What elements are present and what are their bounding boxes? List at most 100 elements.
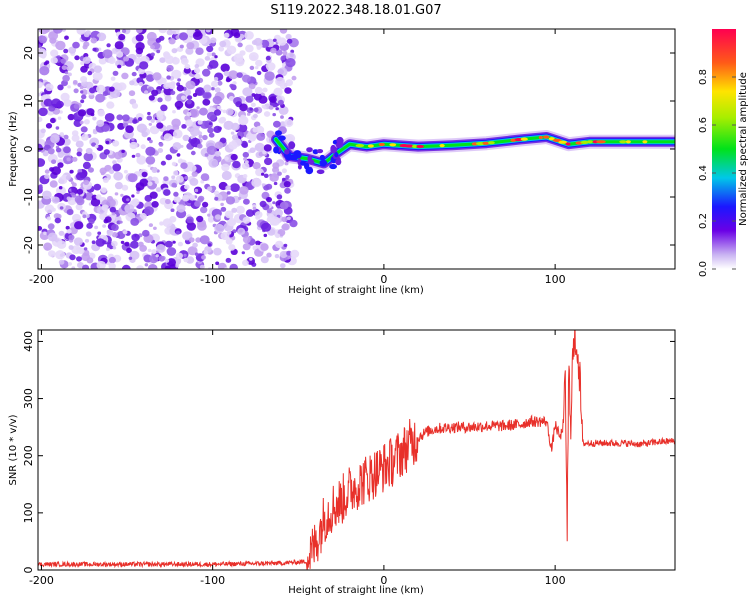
noise-blob xyxy=(130,217,140,226)
noise-blob xyxy=(112,246,117,250)
noise-blob xyxy=(40,128,46,134)
noise-blob xyxy=(241,142,248,148)
noise-blob xyxy=(272,201,276,205)
noise-blob xyxy=(214,55,218,59)
noise-blob xyxy=(117,122,125,130)
noise-blob xyxy=(71,188,76,192)
noise-blob xyxy=(45,60,50,65)
signal-hotspot xyxy=(625,140,631,144)
noise-blob xyxy=(254,86,263,95)
noise-blob xyxy=(108,262,116,269)
noise-blob xyxy=(280,115,284,119)
colorbar-tick-label: 0.8 xyxy=(698,69,709,85)
noise-blob xyxy=(188,194,196,201)
noise-blob xyxy=(179,32,188,41)
noise-blob xyxy=(176,204,186,213)
noise-blob xyxy=(194,64,200,69)
noise-blob xyxy=(100,187,107,194)
noise-blob xyxy=(184,184,190,190)
noise-blob xyxy=(51,98,61,108)
noise-blob xyxy=(272,113,277,117)
noise-blob xyxy=(228,70,239,80)
noise-blob xyxy=(184,63,191,70)
noise-blob xyxy=(63,134,69,140)
snr-y-tick-label: 200 xyxy=(22,445,35,466)
noise-blob xyxy=(180,57,189,65)
noise-blob xyxy=(104,113,115,122)
noise-blob xyxy=(245,44,254,53)
noise-blob xyxy=(171,69,182,79)
noise-blob xyxy=(160,160,166,166)
noise-blob xyxy=(141,171,148,178)
noise-blob xyxy=(68,234,75,241)
noise-blob xyxy=(135,47,144,55)
noise-blob xyxy=(92,116,97,121)
noise-blob xyxy=(279,250,288,259)
noise-blob xyxy=(164,265,171,269)
noise-blob xyxy=(128,256,133,260)
noise-blob xyxy=(246,112,251,116)
noise-blob xyxy=(126,198,130,202)
noise-blob xyxy=(262,150,267,155)
noise-blob xyxy=(65,225,70,230)
noise-blob xyxy=(249,257,253,261)
noise-blob xyxy=(97,231,102,235)
noise-blob xyxy=(95,93,105,103)
noise-blob xyxy=(202,92,210,99)
signal-hotspot xyxy=(642,140,648,144)
noise-blob xyxy=(206,52,212,57)
noise-blob xyxy=(243,198,250,205)
noise-blob xyxy=(196,215,204,223)
noise-blob xyxy=(286,38,293,44)
noise-blob xyxy=(275,240,284,249)
noise-blob xyxy=(220,231,230,241)
snr-series-line xyxy=(38,330,675,570)
noise-blob xyxy=(114,192,119,196)
spectrogram-y-tick-label: 20 xyxy=(22,46,35,60)
noise-blob xyxy=(74,55,80,61)
noise-blob xyxy=(58,176,68,185)
noise-blob xyxy=(200,173,210,182)
onset-blob xyxy=(330,146,338,154)
noise-blob xyxy=(255,240,261,246)
snr-x-tick-label: 100 xyxy=(545,574,566,587)
noise-blob xyxy=(223,120,234,130)
noise-blob xyxy=(182,134,190,142)
noise-blob xyxy=(160,77,167,84)
noise-blob xyxy=(290,249,300,258)
noise-blob xyxy=(38,81,43,89)
noise-blob xyxy=(180,162,188,169)
noise-blob xyxy=(191,171,198,177)
noise-blob xyxy=(145,146,156,156)
signal-hotspot xyxy=(520,137,528,141)
noise-blob xyxy=(82,264,90,269)
noise-blob xyxy=(270,216,281,226)
noise-blob xyxy=(166,29,173,36)
noise-blob xyxy=(164,95,172,102)
snr-x-tick-label: 0 xyxy=(380,574,387,587)
noise-blob xyxy=(38,35,47,44)
noise-blob xyxy=(144,206,154,216)
noise-blob xyxy=(164,55,175,64)
noise-blob xyxy=(244,31,254,40)
signal-hotspot xyxy=(538,135,543,140)
noise-blob xyxy=(226,230,232,235)
noise-blob xyxy=(47,148,55,155)
noise-blob xyxy=(43,242,53,251)
noise-blob xyxy=(106,229,114,236)
noise-blob xyxy=(253,37,263,46)
noise-blob xyxy=(148,122,152,126)
noise-blob xyxy=(226,191,231,195)
noise-blob xyxy=(186,222,196,231)
noise-blob xyxy=(50,57,58,64)
noise-blob xyxy=(165,154,173,161)
noise-blob xyxy=(146,74,155,82)
noise-blob xyxy=(92,129,97,133)
noise-blob xyxy=(239,186,249,195)
noise-blob xyxy=(237,123,248,133)
noise-blob xyxy=(48,250,56,257)
noise-blob xyxy=(227,219,236,227)
snr-y-tick-label: 300 xyxy=(22,388,35,409)
noise-blob xyxy=(195,237,202,243)
noise-blob xyxy=(92,47,97,52)
